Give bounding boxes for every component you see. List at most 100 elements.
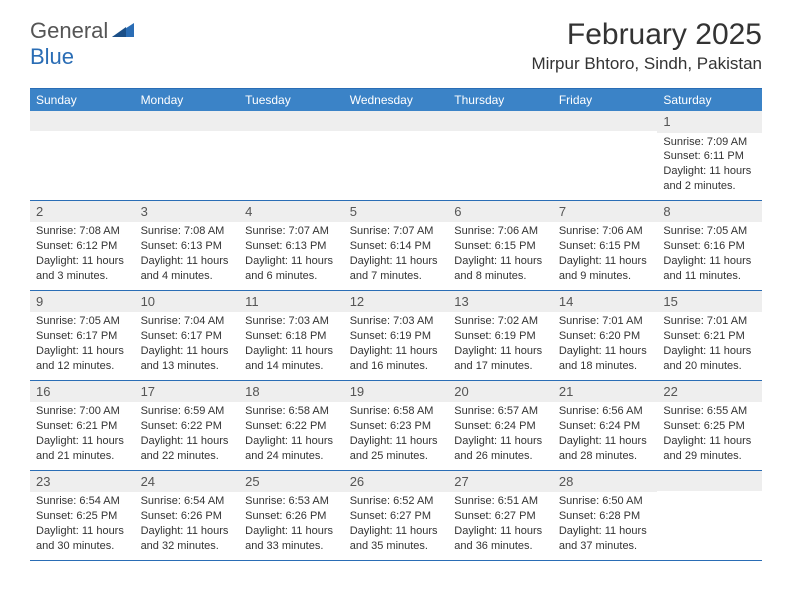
- day-info: Sunrise: 7:05 AMSunset: 6:17 PMDaylight:…: [36, 314, 129, 373]
- day-cell: 20Sunrise: 6:57 AMSunset: 6:24 PMDayligh…: [448, 381, 553, 470]
- day-cell: 11Sunrise: 7:03 AMSunset: 6:18 PMDayligh…: [239, 291, 344, 380]
- sunset-text: Sunset: 6:23 PM: [350, 419, 443, 434]
- day-cell: 23Sunrise: 6:54 AMSunset: 6:25 PMDayligh…: [30, 471, 135, 560]
- day-info: Sunrise: 7:08 AMSunset: 6:13 PMDaylight:…: [141, 224, 234, 283]
- sunset-text: Sunset: 6:17 PM: [141, 329, 234, 344]
- day-number: 19: [344, 381, 449, 403]
- daylight-text: Daylight: 11 hours and 14 minutes.: [245, 344, 338, 374]
- daylight-text: Daylight: 11 hours and 16 minutes.: [350, 344, 443, 374]
- sunrise-text: Sunrise: 6:58 AM: [245, 404, 338, 419]
- day-cell: 9Sunrise: 7:05 AMSunset: 6:17 PMDaylight…: [30, 291, 135, 380]
- day-info: Sunrise: 7:01 AMSunset: 6:20 PMDaylight:…: [559, 314, 652, 373]
- day-cell: 16Sunrise: 7:00 AMSunset: 6:21 PMDayligh…: [30, 381, 135, 470]
- day-number: [657, 471, 762, 491]
- sunrise-text: Sunrise: 7:05 AM: [663, 224, 756, 239]
- day-info: Sunrise: 7:07 AMSunset: 6:13 PMDaylight:…: [245, 224, 338, 283]
- sunset-text: Sunset: 6:11 PM: [663, 149, 756, 164]
- sunset-text: Sunset: 6:18 PM: [245, 329, 338, 344]
- day-cell: 10Sunrise: 7:04 AMSunset: 6:17 PMDayligh…: [135, 291, 240, 380]
- month-title: February 2025: [531, 18, 762, 52]
- title-block: February 2025 Mirpur Bhtoro, Sindh, Paki…: [531, 18, 762, 74]
- daylight-text: Daylight: 11 hours and 6 minutes.: [245, 254, 338, 284]
- sunrise-text: Sunrise: 6:54 AM: [141, 494, 234, 509]
- day-number: 15: [657, 291, 762, 313]
- day-info: Sunrise: 7:09 AMSunset: 6:11 PMDaylight:…: [663, 135, 756, 194]
- dow-thursday: Thursday: [448, 89, 553, 111]
- day-cell: 24Sunrise: 6:54 AMSunset: 6:26 PMDayligh…: [135, 471, 240, 560]
- day-cell: 27Sunrise: 6:51 AMSunset: 6:27 PMDayligh…: [448, 471, 553, 560]
- day-info: Sunrise: 6:50 AMSunset: 6:28 PMDaylight:…: [559, 494, 652, 553]
- daylight-text: Daylight: 11 hours and 37 minutes.: [559, 524, 652, 554]
- day-number: [344, 111, 449, 131]
- sunset-text: Sunset: 6:27 PM: [350, 509, 443, 524]
- day-number: 16: [30, 381, 135, 403]
- day-number: 25: [239, 471, 344, 493]
- daylight-text: Daylight: 11 hours and 11 minutes.: [663, 254, 756, 284]
- sunrise-text: Sunrise: 6:53 AM: [245, 494, 338, 509]
- sunrise-text: Sunrise: 7:06 AM: [559, 224, 652, 239]
- daylight-text: Daylight: 11 hours and 32 minutes.: [141, 524, 234, 554]
- day-info: Sunrise: 7:03 AMSunset: 6:18 PMDaylight:…: [245, 314, 338, 373]
- sunrise-text: Sunrise: 6:52 AM: [350, 494, 443, 509]
- day-cell: 25Sunrise: 6:53 AMSunset: 6:26 PMDayligh…: [239, 471, 344, 560]
- daylight-text: Daylight: 11 hours and 3 minutes.: [36, 254, 129, 284]
- day-number: 23: [30, 471, 135, 493]
- sunrise-text: Sunrise: 6:58 AM: [350, 404, 443, 419]
- day-info: Sunrise: 7:03 AMSunset: 6:19 PMDaylight:…: [350, 314, 443, 373]
- day-info: Sunrise: 7:02 AMSunset: 6:19 PMDaylight:…: [454, 314, 547, 373]
- day-cell: 18Sunrise: 6:58 AMSunset: 6:22 PMDayligh…: [239, 381, 344, 470]
- daylight-text: Daylight: 11 hours and 33 minutes.: [245, 524, 338, 554]
- day-number: 12: [344, 291, 449, 313]
- day-info: Sunrise: 6:54 AMSunset: 6:25 PMDaylight:…: [36, 494, 129, 553]
- day-number: 1: [657, 111, 762, 133]
- day-number: [135, 111, 240, 131]
- daylight-text: Daylight: 11 hours and 7 minutes.: [350, 254, 443, 284]
- sunset-text: Sunset: 6:15 PM: [559, 239, 652, 254]
- sunset-text: Sunset: 6:19 PM: [350, 329, 443, 344]
- dow-tuesday: Tuesday: [239, 89, 344, 111]
- sunrise-text: Sunrise: 7:00 AM: [36, 404, 129, 419]
- sunset-text: Sunset: 6:25 PM: [663, 419, 756, 434]
- sunrise-text: Sunrise: 6:56 AM: [559, 404, 652, 419]
- page-header: General February 2025 Mirpur Bhtoro, Sin…: [0, 0, 792, 82]
- day-info: Sunrise: 6:57 AMSunset: 6:24 PMDaylight:…: [454, 404, 547, 463]
- day-cell: [657, 471, 762, 560]
- day-number: 20: [448, 381, 553, 403]
- day-cell: 4Sunrise: 7:07 AMSunset: 6:13 PMDaylight…: [239, 201, 344, 290]
- day-number: 8: [657, 201, 762, 223]
- daylight-text: Daylight: 11 hours and 26 minutes.: [454, 434, 547, 464]
- sunset-text: Sunset: 6:15 PM: [454, 239, 547, 254]
- day-number: 21: [553, 381, 658, 403]
- daylight-text: Daylight: 11 hours and 9 minutes.: [559, 254, 652, 284]
- daylight-text: Daylight: 11 hours and 22 minutes.: [141, 434, 234, 464]
- day-info: Sunrise: 6:56 AMSunset: 6:24 PMDaylight:…: [559, 404, 652, 463]
- day-number: [239, 111, 344, 131]
- sunset-text: Sunset: 6:17 PM: [36, 329, 129, 344]
- day-info: Sunrise: 6:55 AMSunset: 6:25 PMDaylight:…: [663, 404, 756, 463]
- day-number: 3: [135, 201, 240, 223]
- daylight-text: Daylight: 11 hours and 8 minutes.: [454, 254, 547, 284]
- day-info: Sunrise: 7:05 AMSunset: 6:16 PMDaylight:…: [663, 224, 756, 283]
- day-cell: 5Sunrise: 7:07 AMSunset: 6:14 PMDaylight…: [344, 201, 449, 290]
- day-info: Sunrise: 7:04 AMSunset: 6:17 PMDaylight:…: [141, 314, 234, 373]
- day-number: 4: [239, 201, 344, 223]
- day-cell: [30, 111, 135, 200]
- sunset-text: Sunset: 6:16 PM: [663, 239, 756, 254]
- dow-monday: Monday: [135, 89, 240, 111]
- day-cell: 1Sunrise: 7:09 AMSunset: 6:11 PMDaylight…: [657, 111, 762, 200]
- day-cell: 19Sunrise: 6:58 AMSunset: 6:23 PMDayligh…: [344, 381, 449, 470]
- daylight-text: Daylight: 11 hours and 2 minutes.: [663, 164, 756, 194]
- day-number: 6: [448, 201, 553, 223]
- day-info: Sunrise: 7:01 AMSunset: 6:21 PMDaylight:…: [663, 314, 756, 373]
- day-cell: [344, 111, 449, 200]
- day-info: Sunrise: 7:06 AMSunset: 6:15 PMDaylight:…: [454, 224, 547, 283]
- week-row: 2Sunrise: 7:08 AMSunset: 6:12 PMDaylight…: [30, 201, 762, 291]
- sunset-text: Sunset: 6:28 PM: [559, 509, 652, 524]
- sunset-text: Sunset: 6:14 PM: [350, 239, 443, 254]
- day-info: Sunrise: 6:58 AMSunset: 6:23 PMDaylight:…: [350, 404, 443, 463]
- day-info: Sunrise: 6:51 AMSunset: 6:27 PMDaylight:…: [454, 494, 547, 553]
- week-row: 9Sunrise: 7:05 AMSunset: 6:17 PMDaylight…: [30, 291, 762, 381]
- daylight-text: Daylight: 11 hours and 21 minutes.: [36, 434, 129, 464]
- logo-text-blue: Blue: [30, 44, 74, 69]
- sunrise-text: Sunrise: 6:59 AM: [141, 404, 234, 419]
